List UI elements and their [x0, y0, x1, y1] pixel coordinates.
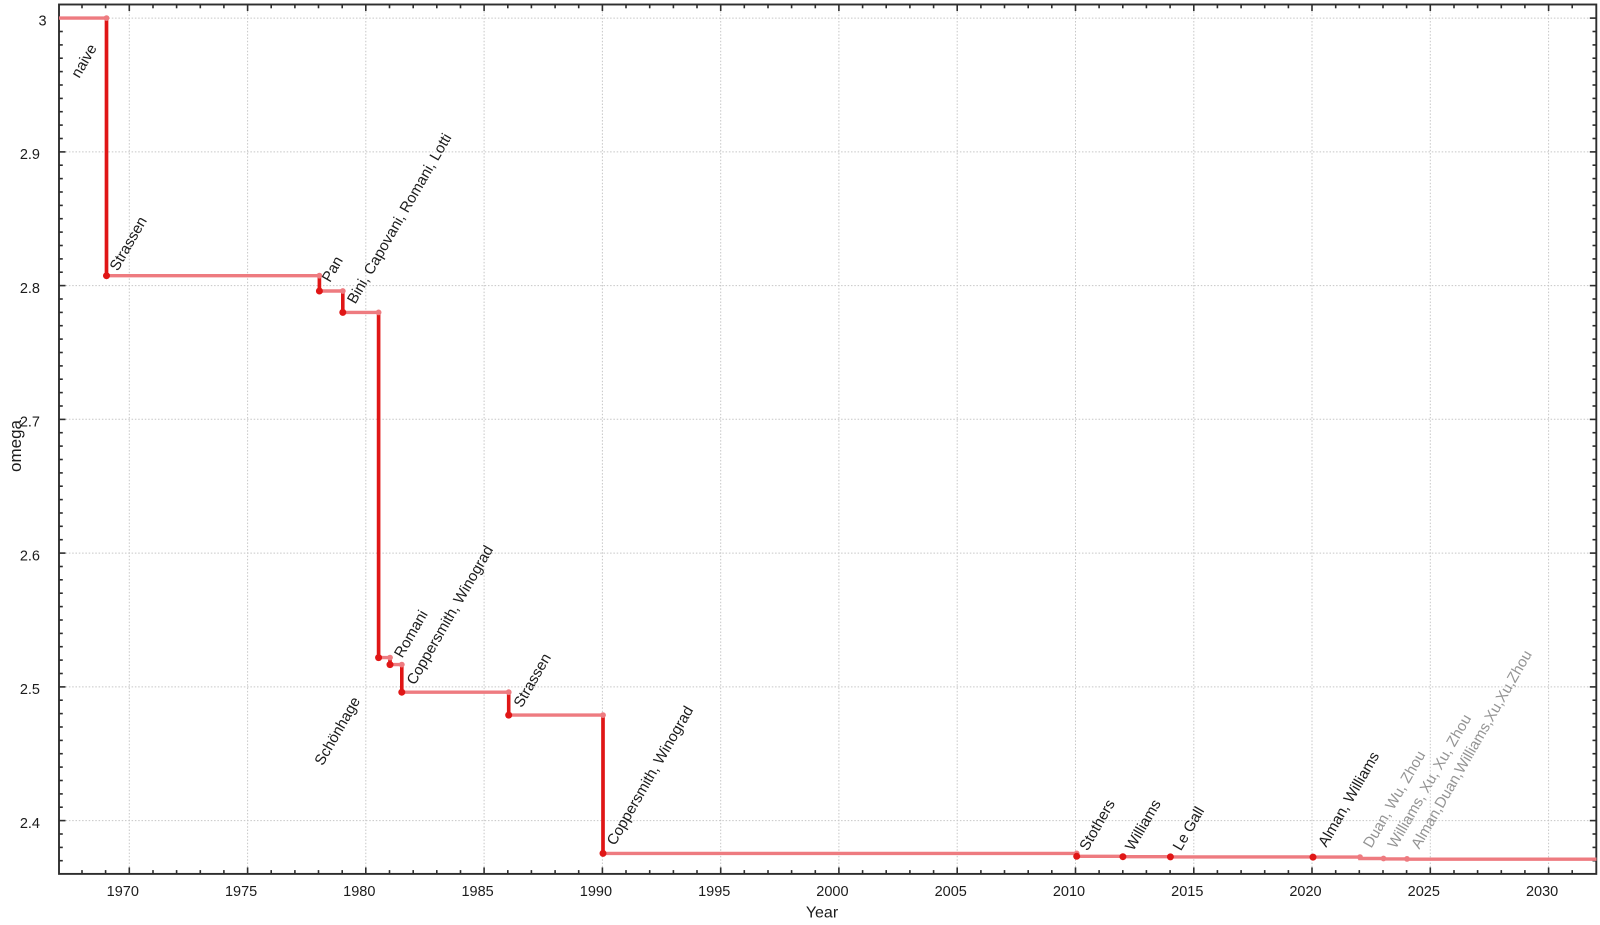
- svg-text:2025: 2025: [1408, 884, 1440, 900]
- svg-text:2020: 2020: [1289, 884, 1321, 900]
- svg-text:1990: 1990: [580, 884, 612, 900]
- svg-text:2015: 2015: [1171, 884, 1203, 900]
- svg-text:1985: 1985: [461, 884, 493, 900]
- svg-text:2010: 2010: [1053, 884, 1085, 900]
- svg-text:Year: Year: [806, 905, 839, 921]
- svg-text:1970: 1970: [107, 884, 139, 900]
- svg-text:2.6: 2.6: [20, 548, 40, 564]
- svg-text:2.7: 2.7: [20, 415, 40, 431]
- svg-text:2005: 2005: [935, 884, 967, 900]
- svg-text:1980: 1980: [343, 884, 375, 900]
- svg-text:2000: 2000: [816, 884, 848, 900]
- svg-text:2030: 2030: [1526, 884, 1558, 900]
- svg-text:2.5: 2.5: [20, 682, 40, 698]
- svg-text:1975: 1975: [225, 884, 257, 900]
- svg-text:2.9: 2.9: [20, 147, 40, 163]
- svg-text:2.4: 2.4: [20, 816, 40, 832]
- svg-text:1995: 1995: [698, 884, 730, 900]
- svg-text:omega: omega: [6, 419, 25, 472]
- svg-text:2.8: 2.8: [20, 281, 40, 297]
- svg-text:3: 3: [39, 13, 47, 29]
